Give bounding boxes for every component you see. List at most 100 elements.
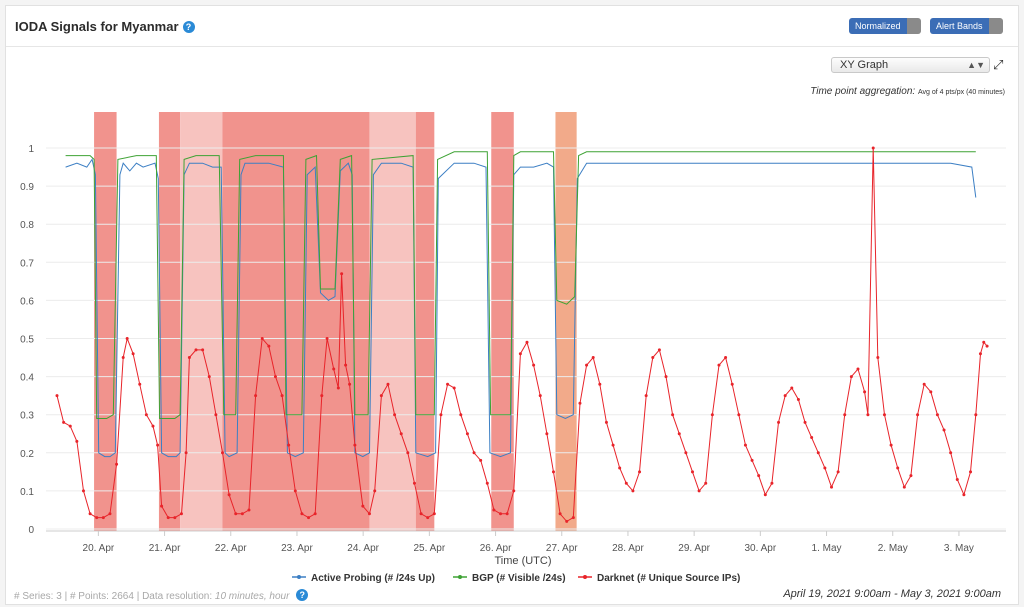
- y-tick-label: 0.3: [20, 411, 34, 422]
- x-tick-label: 24. Apr: [347, 543, 379, 554]
- aggregation-detail: Avg of 4 pts/px (40 minutes): [917, 89, 1005, 96]
- data-point: [166, 516, 170, 520]
- data-point: [796, 397, 800, 401]
- data-point: [240, 512, 244, 516]
- data-point: [340, 272, 344, 276]
- data-point: [68, 424, 72, 428]
- chart-legend[interactable]: Active Probing (# /24s Up) BGP (# Visible…: [292, 573, 740, 584]
- data-point: [657, 348, 661, 352]
- legend-marker: [583, 575, 587, 579]
- alert-band: [555, 112, 577, 531]
- data-point: [432, 512, 436, 516]
- resolution-label: | Data resolution:: [136, 591, 213, 602]
- data-point: [505, 512, 509, 516]
- alert-bands-toggle[interactable]: Alert Bands: [930, 18, 1003, 34]
- data-point: [671, 413, 675, 417]
- data-point: [227, 493, 231, 497]
- data-point: [929, 390, 933, 394]
- data-point: [446, 382, 450, 386]
- data-point: [313, 512, 317, 516]
- alert-band: [415, 112, 435, 531]
- xy-chart[interactable]: 0 0.1 0.2 0.3 0.4 0.5 0.6 0.7 0.8 0.9 1 20. Apr 21.…: [6, 106, 1018, 586]
- data-point: [843, 413, 847, 417]
- panel-header: IODA Signals for Myanmar? Normalized Ale…: [6, 6, 1018, 47]
- x-tick-label: 25. Apr: [414, 543, 446, 554]
- alert-band: [222, 112, 370, 531]
- alert-band: [491, 112, 514, 531]
- x-axis: 20. Apr 21. Apr 22. Apr 23. Apr 24. Apr 25. A…: [46, 530, 1006, 554]
- data-point: [293, 489, 297, 493]
- data-point: [344, 363, 348, 367]
- data-point: [479, 458, 483, 462]
- data-point: [465, 432, 469, 436]
- toggle-knob: [988, 18, 1003, 34]
- data-point: [757, 474, 761, 478]
- data-point: [882, 413, 886, 417]
- data-point: [909, 474, 913, 478]
- data-point: [151, 424, 155, 428]
- data-point: [472, 451, 476, 455]
- x-tick-label: 21. Apr: [149, 543, 181, 554]
- y-tick-label: 0.1: [20, 487, 34, 498]
- series-lines: [55, 146, 989, 523]
- series-label: # Series:: [14, 591, 54, 602]
- x-tick-label: 27. Apr: [546, 543, 578, 554]
- data-point: [578, 401, 582, 405]
- data-point: [373, 489, 377, 493]
- data-point: [710, 413, 714, 417]
- x-tick-label: 26. Apr: [480, 543, 512, 554]
- data-point: [591, 356, 595, 360]
- data-point: [386, 382, 390, 386]
- data-point: [644, 394, 648, 398]
- data-point: [267, 344, 271, 348]
- graph-type-value: XY Graph: [840, 59, 889, 71]
- data-point: [55, 394, 59, 398]
- data-point: [889, 443, 893, 447]
- data-point: [485, 481, 489, 485]
- y-tick-label: 0: [28, 525, 34, 536]
- data-point: [717, 363, 721, 367]
- data-point: [651, 356, 655, 360]
- data-point: [955, 477, 959, 481]
- data-point: [969, 470, 973, 474]
- data-point: [307, 516, 311, 520]
- x-tick-label: 3. May: [944, 543, 974, 554]
- graph-type-select[interactable]: XY Graph ▲▼: [831, 57, 990, 73]
- data-point: [499, 512, 503, 516]
- data-point: [611, 443, 615, 447]
- fullscreen-icon[interactable]: ⤢: [993, 57, 1004, 72]
- x-tick-label: 23. Apr: [281, 543, 313, 554]
- data-point: [426, 516, 430, 520]
- data-point: [144, 413, 148, 417]
- points-label: | # Points:: [64, 591, 109, 602]
- data-point: [863, 390, 867, 394]
- data-point: [730, 382, 734, 386]
- data-point: [399, 432, 403, 436]
- series-count: 3: [56, 591, 62, 602]
- data-point: [336, 386, 340, 390]
- data-point: [353, 443, 357, 447]
- legend-marker: [297, 575, 301, 579]
- data-point: [598, 382, 602, 386]
- data-point: [156, 443, 160, 447]
- data-point: [763, 493, 767, 497]
- data-point: [896, 466, 900, 470]
- data-point: [585, 363, 589, 367]
- normalized-toggle-label: Normalized: [849, 18, 907, 34]
- data-point: [982, 340, 986, 344]
- data-point: [201, 348, 205, 352]
- data-point: [207, 375, 211, 379]
- normalized-toggle[interactable]: Normalized: [849, 18, 921, 34]
- resolution-help-icon[interactable]: ?: [296, 589, 309, 601]
- series-line: [65, 151, 976, 419]
- data-point: [684, 451, 688, 455]
- data-point: [160, 504, 164, 508]
- data-point: [558, 512, 562, 516]
- help-icon[interactable]: ?: [182, 21, 195, 33]
- points-count: 2664: [111, 591, 134, 602]
- data-point: [194, 348, 198, 352]
- data-point: [320, 394, 324, 398]
- data-point: [220, 451, 224, 455]
- alert-band: [94, 112, 117, 531]
- data-point: [101, 516, 105, 520]
